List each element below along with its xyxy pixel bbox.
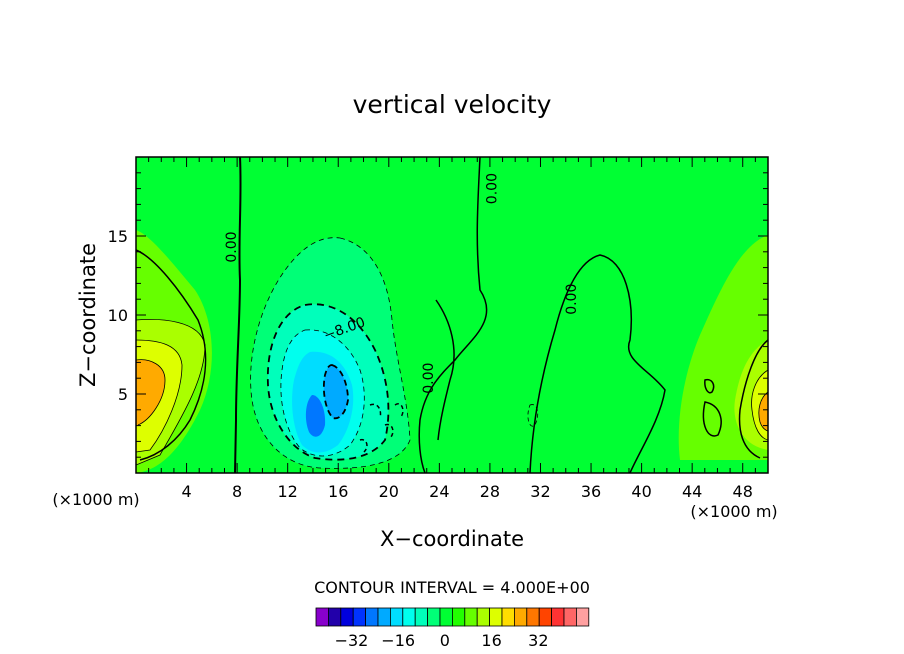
x-tick-labels: 4 8 12 16 20 24 28 32 36 40 44 48 [181, 482, 752, 501]
x-unit-label-left: (×1000 m) [52, 490, 139, 509]
contour-zero-1 [234, 157, 242, 473]
colorbar-swatch [476, 607, 491, 627]
x-tick-label: 8 [232, 482, 242, 501]
x-tick-label: 48 [733, 482, 753, 501]
x-tick-label: 44 [682, 482, 702, 501]
y-tick-labels: 5 10 15 [108, 227, 128, 404]
contour-region-center-5 [323, 365, 348, 419]
colorbar-swatch [377, 607, 391, 627]
y-tick-label: 5 [118, 385, 128, 404]
colorbar-tick-label: 16 [481, 631, 501, 650]
colorbar-swatch [427, 607, 441, 627]
colorbar-tick-label: −32 [335, 631, 369, 650]
colorbar-swatch [389, 607, 404, 627]
contour-zero-5 [136, 249, 207, 461]
colorbar-swatch [340, 607, 354, 627]
colorbar-swatch [414, 607, 429, 627]
contour-zero-3 [529, 254, 666, 473]
colorbar-swatch [489, 607, 503, 627]
colorbar-tick-label: 0 [440, 631, 450, 650]
x-axis-label: X−coordinate [380, 527, 524, 551]
colorbar-labels: −32 −16 0 16 32 [335, 631, 549, 650]
contour-pos-left-2 [136, 339, 183, 453]
contour-label: 0.00 [224, 231, 240, 262]
colorbar-swatch [501, 607, 515, 627]
contour-label: 0.00 [484, 173, 500, 204]
x-tick-label: 36 [581, 482, 601, 501]
contour-fields [136, 230, 768, 473]
colorbar-swatch [439, 607, 453, 627]
colorbar-swatch [563, 607, 577, 627]
y-tick-label: 10 [108, 306, 128, 325]
contour-pos-left-3 [136, 359, 166, 426]
contour-neg-5 [359, 403, 404, 453]
x-tick-label: 20 [379, 482, 399, 501]
x-tick-label: 12 [278, 482, 298, 501]
contour-pos-right-2 [758, 391, 768, 432]
contour-neg-1 [250, 237, 411, 469]
contour-pos-right-1 [751, 369, 768, 441]
contour-zero-7 [704, 378, 715, 394]
contour-label: 0.00 [564, 284, 580, 315]
contour-interval-text: CONTOUR INTERVAL = 4.000E+00 [314, 578, 590, 597]
x-tick-label: 24 [429, 482, 449, 501]
x-tick-label: 4 [181, 482, 191, 501]
y-tick-label: 15 [108, 227, 128, 246]
x-tick-label: 32 [530, 482, 550, 501]
x-tick-label: 40 [631, 482, 651, 501]
contour-zero-8 [702, 401, 722, 437]
colorbar-swatch [514, 607, 528, 627]
axis-ticks [136, 157, 768, 473]
colorbar-swatch [365, 607, 379, 627]
contour-region-left-4 [136, 359, 165, 425]
colorbar [315, 607, 590, 627]
contour-label: 0.00 [421, 363, 437, 394]
contour-neg-2 [280, 329, 365, 457]
x-tick-label: 16 [328, 482, 348, 501]
contour-region-center-6 [305, 395, 326, 437]
colorbar-swatch [538, 607, 553, 627]
x-unit-label-right: (×1000 m) [690, 502, 777, 521]
y-axis-label: Z−coordinate [76, 243, 100, 387]
colorbar-swatch [402, 607, 416, 627]
colorbar-swatch [451, 607, 466, 627]
colorbar-swatch [551, 607, 565, 627]
colorbar-swatch [352, 607, 367, 627]
contour-pos-left-1 [136, 319, 206, 466]
colorbar-tick-label: 32 [528, 631, 548, 650]
colorbar-tick-label: −16 [381, 631, 415, 650]
contour-zero-2 [418, 157, 488, 473]
contour-neg-3 [266, 303, 390, 461]
contour-zero-6 [738, 339, 768, 459]
plot-area: 0.000.000.000.00−8.00 [135, 156, 769, 474]
contour-lines [136, 157, 768, 473]
chart-title: vertical velocity [353, 90, 552, 119]
colorbar-swatch [315, 607, 329, 627]
contour-zero-4 [435, 299, 455, 441]
colorbar-swatch [576, 607, 590, 627]
plot-background [136, 157, 768, 473]
colorbar-swatch [327, 607, 342, 627]
x-tick-label: 28 [480, 482, 500, 501]
colorbar-swatch [464, 607, 478, 627]
colorbar-swatch [526, 607, 540, 627]
